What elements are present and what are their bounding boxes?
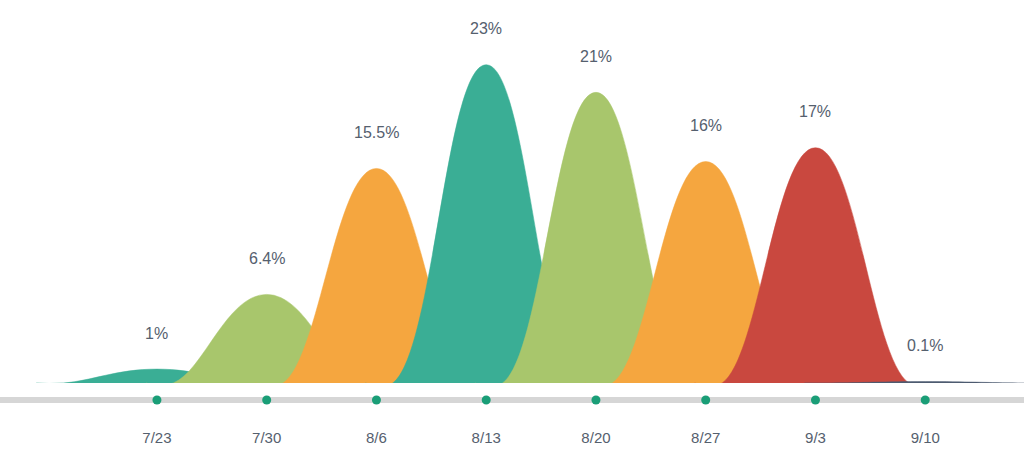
svg-text:8/27: 8/27 <box>691 429 720 446</box>
svg-text:17%: 17% <box>799 103 831 120</box>
svg-text:0.1%: 0.1% <box>907 337 943 354</box>
svg-text:6.4%: 6.4% <box>249 250 285 267</box>
svg-text:16%: 16% <box>690 117 722 134</box>
svg-text:7/30: 7/30 <box>252 429 281 446</box>
svg-text:1%: 1% <box>145 325 168 342</box>
svg-text:8/20: 8/20 <box>581 429 610 446</box>
svg-text:21%: 21% <box>580 48 612 65</box>
svg-text:23%: 23% <box>470 20 502 37</box>
svg-text:8/13: 8/13 <box>472 429 501 446</box>
svg-text:8/6: 8/6 <box>366 429 387 446</box>
svg-text:9/10: 9/10 <box>911 429 940 446</box>
svg-text:7/23: 7/23 <box>142 429 171 446</box>
svg-text:9/3: 9/3 <box>805 429 826 446</box>
svg-text:15.5%: 15.5% <box>354 124 399 141</box>
